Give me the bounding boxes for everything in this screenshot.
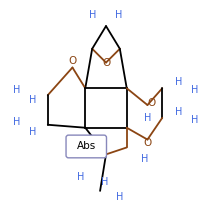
Text: O: O [147,98,155,108]
Text: H: H [101,177,109,187]
Text: H: H [175,107,183,117]
Text: H: H [29,127,37,137]
Text: H: H [115,10,122,20]
Text: H: H [13,85,20,95]
Text: H: H [191,85,199,95]
Text: H: H [116,192,124,202]
Text: H: H [89,10,97,20]
Text: H: H [175,77,183,87]
Text: O: O [143,138,152,148]
Text: H: H [29,95,37,105]
Text: H: H [141,154,148,164]
Text: Abs: Abs [77,141,96,151]
Text: H: H [77,172,84,182]
Text: O: O [102,58,110,68]
Text: H: H [13,117,20,127]
Text: O: O [68,56,77,66]
Text: H: H [144,113,151,123]
FancyBboxPatch shape [66,135,106,158]
Text: H: H [191,115,199,125]
